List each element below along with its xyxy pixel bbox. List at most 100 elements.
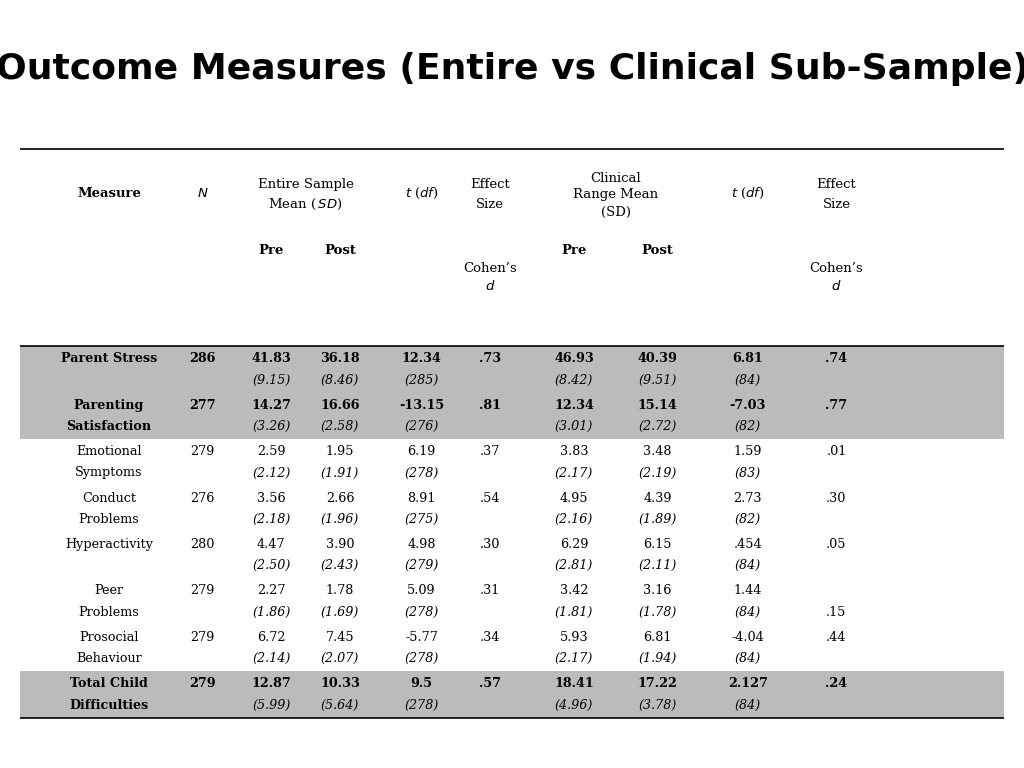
Text: 4.98: 4.98 [408,538,436,551]
Text: Size: Size [822,197,850,210]
Text: 40.39: 40.39 [638,353,678,366]
Text: (2.14): (2.14) [252,652,291,665]
Text: 5.09: 5.09 [408,584,436,598]
Text: (84): (84) [735,559,761,572]
Text: Pre: Pre [258,244,284,257]
Text: .77: .77 [825,399,848,412]
Text: 9.5: 9.5 [411,677,432,690]
Text: Effect: Effect [470,178,510,191]
Text: 2.27: 2.27 [257,584,286,598]
Text: (278): (278) [404,606,438,619]
Text: Mean ( $\it{SD}$): Mean ( $\it{SD}$) [268,197,343,212]
Text: 6.81: 6.81 [643,631,672,644]
Text: 17.22: 17.22 [638,677,678,690]
Text: .31: .31 [480,584,501,598]
Text: $t$ ($\it{df}$): $t$ ($\it{df}$) [404,186,438,201]
Text: 2.66: 2.66 [326,492,354,505]
Text: -5.77: -5.77 [406,631,438,644]
Text: (82): (82) [735,513,761,526]
Text: 36.18: 36.18 [321,353,359,366]
Text: (9.51): (9.51) [638,373,677,386]
Text: (4.96): (4.96) [555,699,593,712]
Text: Conduct: Conduct [82,492,136,505]
Text: 2.127: 2.127 [728,677,768,690]
Text: 3.16: 3.16 [643,584,672,598]
Text: (8.42): (8.42) [555,373,593,386]
Text: (279): (279) [404,559,438,572]
Text: Entire Sample: Entire Sample [258,178,353,191]
Text: 15.14: 15.14 [638,399,677,412]
Text: Size: Size [476,197,505,210]
Text: Clinical: Clinical [590,172,641,185]
Text: -13.15: -13.15 [399,399,444,412]
Text: .54: .54 [480,492,501,505]
Text: (1.81): (1.81) [555,606,593,619]
Text: 14.27: 14.27 [251,399,291,412]
Text: (1.96): (1.96) [321,513,359,526]
Text: .73: .73 [479,353,502,366]
Text: 279: 279 [190,584,215,598]
Text: Satisfaction: Satisfaction [67,420,152,433]
Text: $\it{d}$: $\it{d}$ [485,280,496,293]
Text: 12.34: 12.34 [554,399,594,412]
Text: (2.07): (2.07) [321,652,359,665]
Text: 3.90: 3.90 [326,538,354,551]
Text: 2.59: 2.59 [257,445,286,458]
Text: .81: .81 [479,399,502,412]
Text: 280: 280 [190,538,215,551]
Text: (5.64): (5.64) [321,699,359,712]
Text: 6.19: 6.19 [408,445,436,458]
Text: (SD): (SD) [601,206,631,219]
Text: 279: 279 [189,677,216,690]
Text: (2.17): (2.17) [555,652,593,665]
Text: Pre: Pre [561,244,587,257]
Text: 276: 276 [190,492,215,505]
Text: Cohen’s: Cohen’s [810,262,863,275]
Text: .57: .57 [479,677,502,690]
Text: 18.41: 18.41 [554,677,594,690]
Text: 3.48: 3.48 [643,445,672,458]
Text: 3.83: 3.83 [560,445,588,458]
Text: Behaviour: Behaviour [76,652,142,665]
Text: 4.95: 4.95 [560,492,588,505]
Text: Range Mean: Range Mean [573,188,658,201]
Text: 1.95: 1.95 [326,445,354,458]
Text: (275): (275) [404,513,438,526]
Text: (3.26): (3.26) [252,420,291,433]
Text: (2.50): (2.50) [252,559,291,572]
Text: Parenting: Parenting [74,399,144,412]
Text: 16.66: 16.66 [321,399,359,412]
Text: (2.16): (2.16) [555,513,593,526]
Text: (83): (83) [735,466,761,479]
Text: Post: Post [642,244,674,257]
Text: Cohen’s: Cohen’s [464,262,517,275]
Text: 4.47: 4.47 [257,538,286,551]
Text: .454: .454 [733,538,762,551]
Text: Measure: Measure [77,187,141,200]
Text: .74: .74 [825,353,848,366]
Text: (278): (278) [404,466,438,479]
Text: (2.11): (2.11) [638,559,677,572]
Text: (1.86): (1.86) [252,606,291,619]
Text: (2.18): (2.18) [252,513,291,526]
Text: 46.93: 46.93 [554,353,594,366]
Text: 12.34: 12.34 [401,353,441,366]
Text: 279: 279 [190,631,215,644]
Text: (84): (84) [735,606,761,619]
Text: $\it{d}$: $\it{d}$ [831,280,842,293]
Text: (5.99): (5.99) [252,699,291,712]
Text: Outcome Measures (Entire vs Clinical Sub-Sample): Outcome Measures (Entire vs Clinical Sub… [0,52,1024,86]
Text: 3.42: 3.42 [560,584,588,598]
Text: 8.91: 8.91 [408,492,436,505]
Text: (84): (84) [735,699,761,712]
Text: .30: .30 [480,538,501,551]
Text: -4.04: -4.04 [731,631,764,644]
Text: 7.45: 7.45 [326,631,354,644]
Text: (2.43): (2.43) [321,559,359,572]
Text: Post: Post [324,244,356,257]
Text: $t$ ($\it{df}$): $t$ ($\it{df}$) [731,186,765,201]
Text: (2.58): (2.58) [321,420,359,433]
Text: Hyperactivity: Hyperactivity [65,538,153,551]
Text: 41.83: 41.83 [251,353,291,366]
Text: .37: .37 [480,445,501,458]
